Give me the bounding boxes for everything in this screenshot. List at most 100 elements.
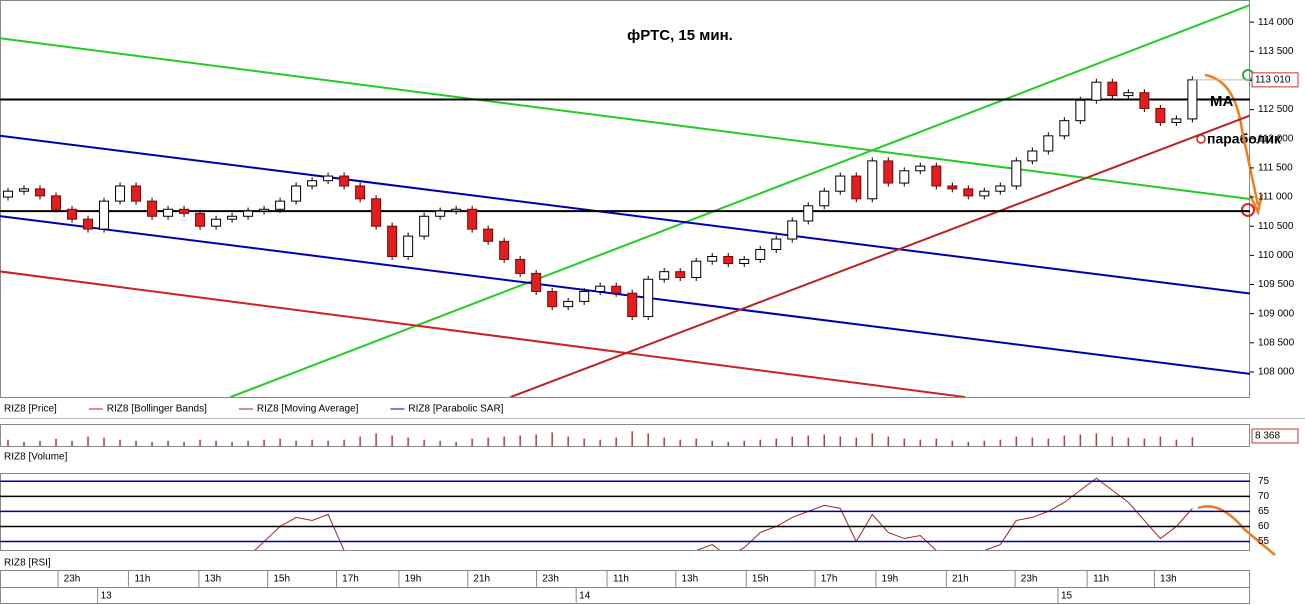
last-price-label: 113 010 bbox=[1255, 75, 1291, 86]
candle-body bbox=[179, 208, 190, 214]
candle-body bbox=[883, 160, 894, 184]
candle-body bbox=[499, 240, 510, 260]
candle-body bbox=[355, 185, 366, 200]
y-tick-label: 110 000 bbox=[1258, 250, 1294, 261]
candle-body bbox=[899, 170, 910, 184]
trend-line bbox=[0, 215, 1250, 375]
y-tick-label: 55 bbox=[1258, 536, 1270, 547]
x-tick-label: 11h bbox=[1093, 574, 1109, 585]
last-price-box bbox=[1251, 72, 1299, 88]
candle-body bbox=[931, 165, 942, 187]
candle-body bbox=[819, 190, 830, 207]
date-label: 15 bbox=[1061, 591, 1073, 602]
last-volume-label: 8 368 bbox=[1255, 431, 1280, 442]
candle-body bbox=[707, 256, 718, 262]
candle-body bbox=[147, 200, 158, 217]
panel-label: RIZ8 [Volume] bbox=[4, 452, 68, 463]
legend-label: RIZ8 [Price] bbox=[4, 404, 57, 415]
candle-body bbox=[163, 208, 174, 217]
panel-label: RIZ8 [RSI] bbox=[4, 558, 51, 569]
volume-panel bbox=[0, 424, 1250, 447]
candle-body bbox=[339, 175, 350, 187]
trend-line bbox=[0, 134, 1250, 295]
x-tick-label: 13h bbox=[1160, 574, 1177, 585]
x-tick-label: 21h bbox=[473, 574, 490, 585]
rsi-line bbox=[254, 477, 1193, 550]
y-tick-label: 109 500 bbox=[1258, 279, 1295, 290]
candle-body bbox=[451, 208, 462, 212]
candle-body bbox=[435, 210, 446, 217]
candle-body bbox=[243, 210, 254, 217]
candle-body bbox=[67, 208, 78, 220]
candle-body bbox=[963, 188, 974, 197]
x-tick-label: 23h bbox=[1021, 574, 1038, 585]
trend-line bbox=[0, 37, 1250, 201]
candle-body bbox=[691, 260, 702, 278]
candle-body bbox=[1043, 135, 1054, 152]
candle-body bbox=[659, 271, 670, 280]
candle-body bbox=[291, 185, 302, 202]
candle-body bbox=[99, 200, 110, 230]
candle-body bbox=[835, 175, 846, 192]
candle-body bbox=[83, 218, 94, 230]
trend-line bbox=[510, 114, 1250, 397]
y-tick-label: 113 500 bbox=[1258, 46, 1294, 57]
candle-body bbox=[1011, 160, 1022, 187]
annotation: МА bbox=[1210, 93, 1233, 110]
candle-body bbox=[579, 290, 590, 302]
legend-label: RIZ8 [Parabolic SAR] bbox=[408, 404, 503, 415]
candle-body bbox=[19, 188, 30, 192]
y-tick-label: 112 500 bbox=[1258, 104, 1294, 115]
candle-body bbox=[1123, 92, 1134, 97]
candle-body bbox=[1171, 118, 1182, 123]
candle-body bbox=[803, 205, 814, 222]
candle-body bbox=[387, 225, 398, 258]
legend-label: RIZ8 [Bollinger Bands] bbox=[107, 404, 207, 415]
candle-body bbox=[1139, 92, 1150, 109]
candle-body bbox=[771, 238, 782, 251]
y-tick-label: 109 000 bbox=[1258, 308, 1295, 319]
x-tick-label: 21h bbox=[952, 574, 969, 585]
x-tick-label: 13h bbox=[205, 574, 222, 585]
marker bbox=[1241, 203, 1255, 217]
x-tick-label: 17h bbox=[342, 574, 359, 585]
y-tick-label: 65 bbox=[1258, 506, 1270, 517]
y-tick-label: 110 500 bbox=[1258, 221, 1294, 232]
candle-body bbox=[467, 208, 478, 230]
candle-body bbox=[867, 160, 878, 200]
x-tick-label: 11h bbox=[134, 574, 150, 585]
candle-body bbox=[595, 285, 606, 292]
candle-body bbox=[915, 165, 926, 172]
x-tick-label: 15h bbox=[273, 574, 290, 585]
y-tick-label: 108 500 bbox=[1258, 337, 1295, 348]
x-tick-label: 15h bbox=[752, 574, 769, 585]
candle-body bbox=[723, 256, 734, 265]
candle-body bbox=[1187, 79, 1198, 120]
candle-body bbox=[227, 215, 238, 220]
candle-body bbox=[35, 188, 46, 197]
candle-body bbox=[259, 208, 270, 212]
y-tick-label: 108 000 bbox=[1258, 367, 1295, 378]
candle-body bbox=[131, 185, 142, 202]
candle-body bbox=[419, 215, 430, 237]
candle-body bbox=[515, 258, 526, 274]
candle-body bbox=[787, 220, 798, 240]
candle-body bbox=[675, 271, 686, 278]
x-tick-label: 19h bbox=[882, 574, 899, 585]
y-tick-label: 111 000 bbox=[1258, 192, 1293, 203]
candle-body bbox=[371, 198, 382, 227]
y-tick-label: 111 500 bbox=[1258, 163, 1293, 174]
date-label: 14 bbox=[579, 591, 591, 602]
candle-body bbox=[1075, 99, 1086, 122]
candle-body bbox=[1059, 120, 1070, 137]
candle-body bbox=[851, 175, 862, 200]
candle-body bbox=[211, 218, 222, 227]
candle-body bbox=[627, 292, 638, 318]
date-label: 13 bbox=[101, 591, 113, 602]
y-tick-label: 70 bbox=[1258, 491, 1270, 502]
rsi-plot bbox=[254, 477, 1193, 550]
chart-title: фРТС, 15 мин. bbox=[627, 27, 733, 44]
x-tick-label: 23h bbox=[64, 574, 81, 585]
legend-label: RIZ8 [Moving Average] bbox=[257, 404, 359, 415]
